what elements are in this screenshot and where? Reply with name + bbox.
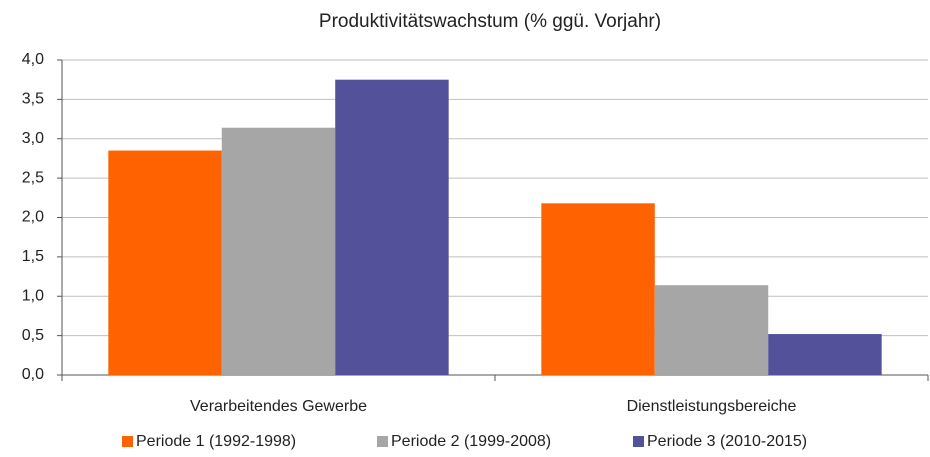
x-tick-label: Dienstleistungsbereiche xyxy=(627,398,797,415)
bar xyxy=(108,150,222,375)
legend-label: Periode 3 (2010-2015) xyxy=(647,433,807,450)
y-tick-label: 0,5 xyxy=(22,327,44,344)
legend-swatch xyxy=(377,436,388,447)
bar xyxy=(541,203,655,375)
bar xyxy=(335,79,449,375)
y-tick-label: 3,5 xyxy=(22,91,44,108)
y-tick-label: 2,5 xyxy=(22,169,44,186)
x-tick-label: Verarbeitendes Gewerbe xyxy=(190,398,367,415)
y-tick-label: 4,0 xyxy=(22,51,44,68)
chart-title: Produktivitätswachstum (% ggü. Vorjahr) xyxy=(319,11,661,32)
y-tick-label: 2,0 xyxy=(22,209,44,226)
y-tick-label: 1,5 xyxy=(22,248,44,265)
legend-swatch xyxy=(633,436,644,447)
bar xyxy=(768,334,882,375)
y-tick-label: 0,0 xyxy=(22,366,44,383)
legend-swatch xyxy=(122,436,133,447)
legend-label: Periode 1 (1992-1998) xyxy=(136,433,296,450)
bar xyxy=(221,127,336,375)
y-tick-label: 3,0 xyxy=(22,130,44,147)
bar xyxy=(654,285,769,375)
y-tick-label: 1,0 xyxy=(22,287,44,304)
legend-label: Periode 2 (1999-2008) xyxy=(391,433,551,450)
